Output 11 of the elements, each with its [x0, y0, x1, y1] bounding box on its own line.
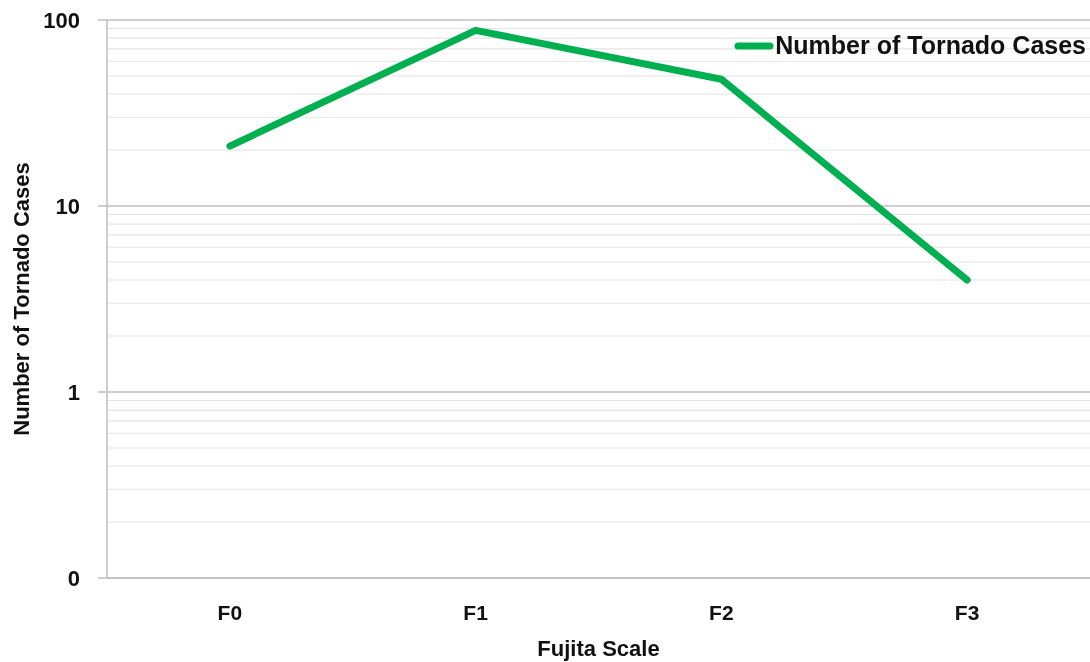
legend-label: Number of Tornado Cases [775, 31, 1086, 60]
x-tick-label: F2 [709, 600, 734, 624]
x-axis-title: Fujita Scale [537, 635, 660, 661]
y-tick-label: 0 [67, 565, 80, 591]
y-tick-label: 1 [67, 379, 80, 405]
x-tick-label: F3 [954, 600, 980, 624]
y-axis-title: Number of Tornado Cases [8, 162, 34, 436]
x-tick-label: F1 [463, 600, 489, 624]
x-tick-label: F0 [217, 600, 243, 624]
y-tick-label: 100 [43, 7, 80, 33]
y-tick-label: 10 [55, 193, 80, 219]
